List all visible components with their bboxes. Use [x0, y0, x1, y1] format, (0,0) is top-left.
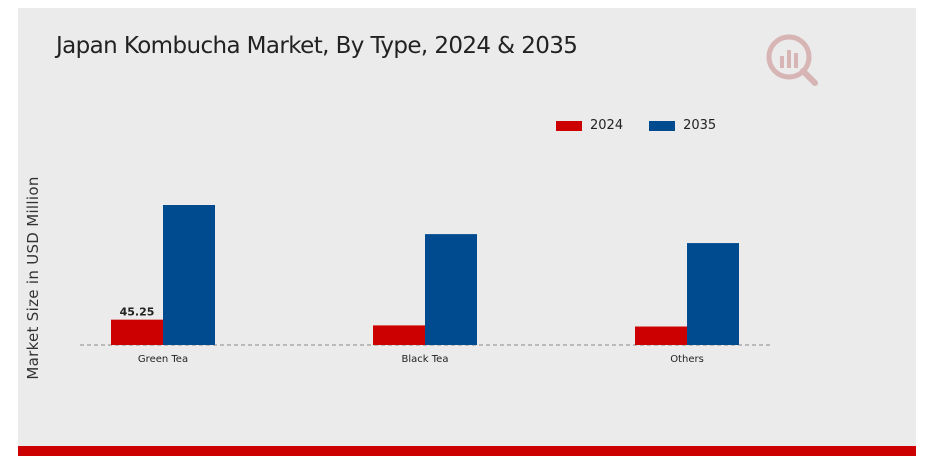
brand-chart-logo-icon	[766, 34, 818, 86]
data-label: 45.25	[120, 306, 155, 319]
legend-label-2035: 2035	[683, 118, 717, 133]
legend: 2024 2035	[556, 118, 742, 133]
bar-2035-others[interactable]	[687, 243, 739, 345]
bar-2024-black-tea[interactable]	[373, 325, 425, 345]
legend-item-2024[interactable]: 2024	[556, 118, 623, 133]
x-tick-label: Others	[670, 354, 704, 365]
bottom-accent-bar	[18, 446, 916, 456]
x-tick-label: Black Tea	[402, 354, 449, 365]
legend-label-2024: 2024	[590, 118, 624, 133]
legend-swatch-2035	[649, 120, 676, 131]
x-tick-label: Green Tea	[138, 354, 188, 365]
bar-2024-others[interactable]	[635, 326, 687, 345]
chart-title: Japan Kombucha Market, By Type, 2024 & 2…	[56, 33, 578, 59]
bar-2024-green-tea[interactable]	[111, 319, 163, 345]
bar-2035-green-tea[interactable]	[163, 205, 215, 345]
legend-item-2035[interactable]: 2035	[649, 118, 716, 133]
bar-2035-black-tea[interactable]	[425, 234, 477, 345]
legend-swatch-2024	[556, 120, 582, 131]
